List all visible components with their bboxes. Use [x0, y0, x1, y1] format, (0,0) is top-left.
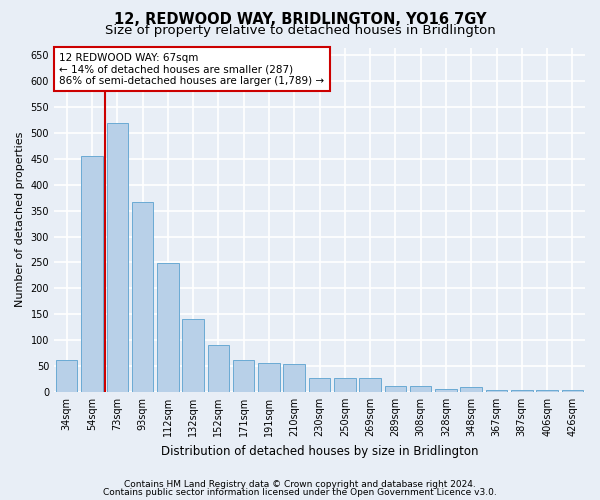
Bar — [486, 390, 507, 392]
Bar — [132, 202, 153, 392]
Bar — [359, 378, 381, 392]
Bar — [435, 389, 457, 392]
Text: 12 REDWOOD WAY: 67sqm
← 14% of detached houses are smaller (287)
86% of semi-det: 12 REDWOOD WAY: 67sqm ← 14% of detached … — [59, 52, 325, 86]
Bar — [334, 378, 356, 392]
Bar — [258, 363, 280, 392]
Bar — [385, 386, 406, 392]
Bar — [208, 345, 229, 392]
Bar — [56, 360, 77, 392]
Bar — [157, 264, 179, 392]
Bar — [410, 386, 431, 392]
Bar — [233, 360, 254, 392]
Bar — [107, 122, 128, 392]
X-axis label: Distribution of detached houses by size in Bridlington: Distribution of detached houses by size … — [161, 444, 478, 458]
Text: Contains public sector information licensed under the Open Government Licence v3: Contains public sector information licen… — [103, 488, 497, 497]
Text: Contains HM Land Registry data © Crown copyright and database right 2024.: Contains HM Land Registry data © Crown c… — [124, 480, 476, 489]
Text: Size of property relative to detached houses in Bridlington: Size of property relative to detached ho… — [104, 24, 496, 37]
Bar — [511, 390, 533, 392]
Y-axis label: Number of detached properties: Number of detached properties — [15, 132, 25, 308]
Bar — [182, 320, 204, 392]
Bar — [309, 378, 330, 392]
Bar — [536, 390, 558, 392]
Text: 12, REDWOOD WAY, BRIDLINGTON, YO16 7GY: 12, REDWOOD WAY, BRIDLINGTON, YO16 7GY — [114, 12, 486, 28]
Bar — [460, 388, 482, 392]
Bar — [562, 390, 583, 392]
Bar — [283, 364, 305, 392]
Bar — [81, 156, 103, 392]
